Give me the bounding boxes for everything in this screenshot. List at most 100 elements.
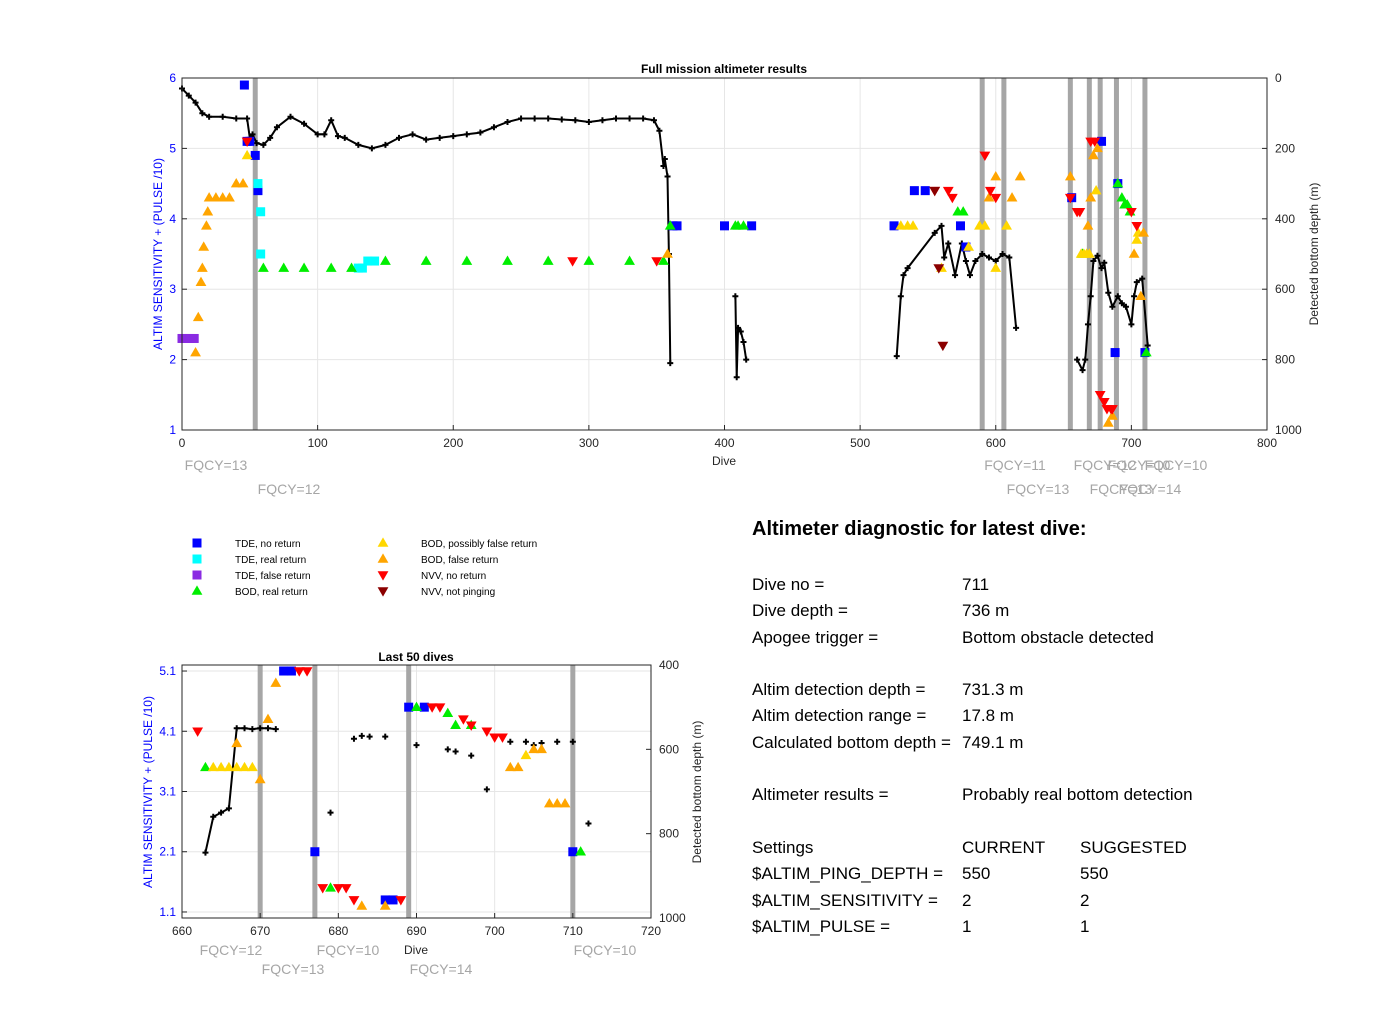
ping-depth-suggested: 550 xyxy=(1080,864,1109,884)
tde-no-marker xyxy=(310,847,320,857)
y2-tick-label: 800 xyxy=(659,827,679,841)
bod-false-marker xyxy=(536,743,547,754)
y-tick-label: 3.1 xyxy=(159,785,176,799)
tde-false-marker xyxy=(189,333,199,343)
x-tick-label: 400 xyxy=(714,436,734,450)
dive-depth-value: 736 m xyxy=(962,601,1010,621)
y-tick-label: 4.1 xyxy=(159,724,176,738)
main-y-axis-label: ALTIM SENSITIVITY + (PULSE /10) xyxy=(151,158,165,350)
suggested-label: SUGGESTED xyxy=(1080,837,1187,857)
depth-point xyxy=(897,293,904,300)
bod-possible-marker xyxy=(1090,185,1102,195)
apogee-row: Apogee trigger = Bottom obstacle detecte… xyxy=(752,628,1352,654)
nvv-no-marker xyxy=(1106,405,1118,415)
depth-point xyxy=(1013,324,1020,331)
bod-real-marker xyxy=(583,255,595,265)
depth-point xyxy=(206,113,213,120)
bod-false-marker xyxy=(528,743,540,754)
x-tick-label: 700 xyxy=(485,924,505,938)
depth-point xyxy=(613,115,619,122)
bod-false-marker xyxy=(203,192,215,202)
fqcy-label: FQCY=13 xyxy=(262,961,325,977)
depth-point xyxy=(368,145,375,152)
nvv-no-marker xyxy=(489,733,501,743)
bod-false-marker xyxy=(1088,149,1099,160)
bod-false-marker xyxy=(543,797,555,808)
depth-point xyxy=(202,849,209,856)
depth-point xyxy=(735,324,742,331)
sensitivity-current: 2 xyxy=(962,890,972,910)
tde-real-marker xyxy=(370,256,380,266)
fqcy-label: FQCY=11 xyxy=(984,457,1046,473)
pulse-label: $ALTIM_PULSE = xyxy=(752,916,891,936)
legend-label: TDE, no return xyxy=(235,539,301,550)
bod-false-marker xyxy=(1064,170,1076,181)
nvv-no-marker xyxy=(465,721,477,731)
depth-point xyxy=(558,116,565,123)
x-tick-label: 710 xyxy=(563,924,583,938)
main-y2-axis-label: Detected bottom depth (m) xyxy=(1307,183,1321,326)
detect-depth-value: 731.3 m xyxy=(962,680,1024,700)
depth-point xyxy=(483,786,490,793)
nvv-no-marker xyxy=(1074,207,1086,218)
nvv-no-marker xyxy=(942,186,954,197)
depth-trace-line xyxy=(181,87,1149,378)
detect-range-value: 17.8 m xyxy=(962,706,1014,726)
bod-real-marker xyxy=(502,255,513,265)
tde-no-marker xyxy=(380,895,390,905)
bod-false-marker xyxy=(1085,192,1097,202)
depth-point xyxy=(210,813,217,820)
apogee-label: Apogee trigger = xyxy=(752,627,879,647)
depth-point xyxy=(1087,293,1094,300)
y-tick-label: 3 xyxy=(169,282,176,296)
depth-point xyxy=(225,805,232,812)
pulse-current: 1 xyxy=(962,916,972,936)
depth-point xyxy=(985,254,992,261)
depth-point xyxy=(1074,356,1081,363)
results-value: Probably real bottom detection xyxy=(962,785,1193,805)
bod-real-marker xyxy=(411,701,422,711)
depth-point xyxy=(423,136,430,143)
bod-possible-marker xyxy=(963,241,975,251)
main-markers xyxy=(177,80,1152,427)
tde-no-marker xyxy=(419,702,429,712)
bod-false-marker xyxy=(224,192,235,202)
depth-point xyxy=(1084,321,1091,328)
depth-point xyxy=(585,820,592,827)
legend-tri-down-marker xyxy=(377,587,389,597)
tde-real-marker xyxy=(357,263,367,273)
bod-false-marker xyxy=(551,797,563,808)
depth-point xyxy=(244,115,251,122)
bod-possible-marker xyxy=(215,761,227,772)
depth-point xyxy=(366,733,373,740)
tde-no-marker xyxy=(568,847,578,857)
depth-point xyxy=(1006,254,1013,261)
depth-point xyxy=(241,725,248,732)
legend-label: BOD, false return xyxy=(421,555,498,566)
tde-no-marker xyxy=(239,80,249,90)
zoom-y-ticks-right: 400 600 800 1000 xyxy=(646,658,686,925)
dive-depth-label: Dive depth = xyxy=(752,601,848,621)
bod-real-marker xyxy=(450,719,461,730)
dive-depth-row: Dive depth = 736 m xyxy=(752,601,1352,627)
legend-label: NVV, not pinging xyxy=(421,587,495,598)
depth-point xyxy=(396,134,402,141)
legend-label: NVV, no return xyxy=(421,571,486,582)
tde-no-marker xyxy=(253,186,263,196)
nvv-no-marker xyxy=(651,257,663,267)
diagnostic-panel: Altimeter diagnostic for latest dive: Di… xyxy=(752,518,1352,943)
depth-point xyxy=(572,117,579,124)
tde-no-marker xyxy=(1097,136,1107,146)
bod-real-marker xyxy=(461,255,473,265)
depth-point xyxy=(260,141,267,148)
depth-point xyxy=(931,229,938,236)
depth-point xyxy=(355,141,362,148)
pulse-suggested: 1 xyxy=(1080,916,1090,936)
x-tick-label: 670 xyxy=(250,924,270,938)
sensitivity-label: $ALTIM_SENSITIVITY = xyxy=(752,890,938,910)
x-tick-label: 700 xyxy=(1121,436,1141,450)
depth-point xyxy=(452,748,459,755)
nvv-no-marker xyxy=(192,727,204,737)
bod-real-marker xyxy=(624,255,635,265)
